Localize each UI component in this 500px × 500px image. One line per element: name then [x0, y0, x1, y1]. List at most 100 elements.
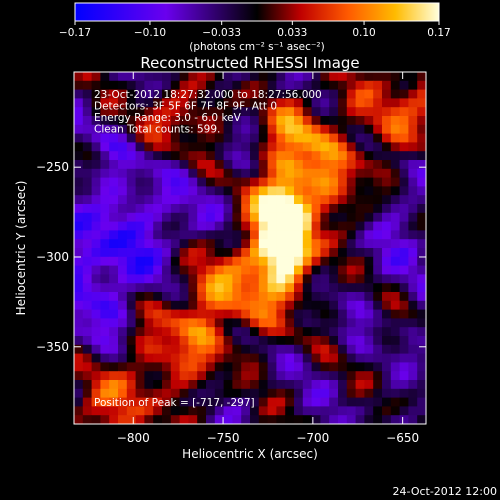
heatmap-cell — [294, 133, 304, 143]
heatmap-cell — [329, 371, 339, 381]
heatmap-cell — [399, 362, 409, 372]
heatmap-cell — [232, 336, 242, 346]
heatmap-cell — [390, 371, 400, 381]
heatmap-cell — [135, 195, 145, 205]
heatmap-cell — [144, 327, 154, 337]
heatmap-cell — [258, 124, 268, 134]
heatmap-cell — [302, 177, 312, 187]
heatmap-cell — [250, 380, 260, 390]
heatmap-cell — [373, 309, 383, 319]
heatmap-cell — [355, 195, 365, 205]
heatmap-cell — [100, 124, 110, 134]
heatmap-cell — [364, 107, 374, 117]
heatmap-cell — [373, 195, 383, 205]
heatmap-cell — [399, 415, 409, 424]
heatmap-cell — [373, 362, 383, 372]
heatmap-cell — [258, 72, 268, 82]
heatmap-cell — [153, 274, 163, 284]
heatmap-cell — [364, 371, 374, 381]
heatmap-cell — [346, 344, 356, 354]
heatmap-cell — [206, 256, 216, 266]
heatmap-cell — [276, 344, 286, 354]
heatmap-cell — [294, 168, 304, 178]
heatmap-cell — [241, 168, 251, 178]
heatmap-cell — [382, 239, 392, 249]
heatmap-cell — [338, 72, 348, 82]
heatmap-cell — [250, 221, 260, 231]
heatmap-cell — [74, 168, 84, 178]
heatmap-cell — [135, 160, 145, 170]
heatmap-cell — [267, 248, 277, 258]
heatmap-cell — [82, 80, 92, 90]
heatmap-cell — [276, 168, 286, 178]
heatmap-cell — [162, 80, 172, 90]
heatmap-cell — [188, 300, 198, 310]
heatmap-cell — [382, 362, 392, 372]
heatmap-cell — [382, 388, 392, 398]
heatmap-cell — [267, 186, 277, 196]
heatmap-cell — [258, 186, 268, 196]
heatmap-cell — [294, 256, 304, 266]
heatmap-cell — [91, 168, 101, 178]
heatmap-cell — [74, 406, 84, 416]
heatmap-cell — [170, 274, 180, 284]
heatmap-cell — [170, 388, 180, 398]
heatmap-cell — [355, 98, 365, 108]
heatmap-cell — [346, 142, 356, 152]
heatmap-cell — [197, 309, 207, 319]
heatmap-cell — [144, 221, 154, 231]
heatmap-cell — [188, 80, 198, 90]
heatmap-cell — [100, 309, 110, 319]
heatmap-cell — [399, 336, 409, 346]
heatmap-cell — [126, 98, 136, 108]
heatmap-cell — [382, 142, 392, 152]
heatmap-cell — [408, 388, 418, 398]
heatmap-cell — [399, 230, 409, 240]
heatmap-cell — [135, 300, 145, 310]
heatmap-cell — [232, 177, 242, 187]
heatmap-cell — [223, 397, 233, 407]
heatmap-cell — [232, 168, 242, 178]
heatmap-cell — [118, 151, 128, 161]
heatmap-cell — [382, 283, 392, 293]
heatmap-cell — [232, 151, 242, 161]
heatmap-cell — [223, 371, 233, 381]
heatmap-cell — [338, 265, 348, 275]
heatmap-cell — [100, 336, 110, 346]
heatmap-cell — [82, 344, 92, 354]
heatmap-cell — [135, 89, 145, 99]
heatmap-cell — [109, 248, 119, 258]
heatmap-cell — [206, 80, 216, 90]
heatmap-cell — [126, 283, 136, 293]
heatmap-cell — [382, 107, 392, 117]
heatmap-cell — [250, 239, 260, 249]
heatmap-cell — [162, 380, 172, 390]
heatmap-cell — [382, 406, 392, 416]
heatmap-cell — [302, 230, 312, 240]
heatmap-cell — [408, 177, 418, 187]
heatmap-cell — [399, 388, 409, 398]
heatmap-cell — [408, 239, 418, 249]
heatmap-cell — [118, 80, 128, 90]
heatmap-cell — [329, 388, 339, 398]
heatmap-cell — [267, 327, 277, 337]
heatmap-cell — [294, 248, 304, 258]
heatmap-cell — [258, 160, 268, 170]
heatmap-cell — [276, 248, 286, 258]
heatmap-cell — [267, 344, 277, 354]
heatmap-cell — [329, 221, 339, 231]
heatmap-cell — [82, 160, 92, 170]
heatmap-cell — [390, 318, 400, 328]
heatmap-cell — [267, 160, 277, 170]
heatmap-cell — [214, 362, 224, 372]
heatmap-cell — [320, 107, 330, 117]
heatmap-cell — [417, 230, 426, 240]
heatmap-cell — [188, 142, 198, 152]
heatmap-cell — [223, 195, 233, 205]
heatmap-cell — [399, 371, 409, 381]
heatmap-cell — [408, 186, 418, 196]
heatmap-cell — [91, 274, 101, 284]
heatmap-cell — [223, 116, 233, 126]
heatmap-cell — [179, 133, 189, 143]
heatmap-cell — [188, 362, 198, 372]
